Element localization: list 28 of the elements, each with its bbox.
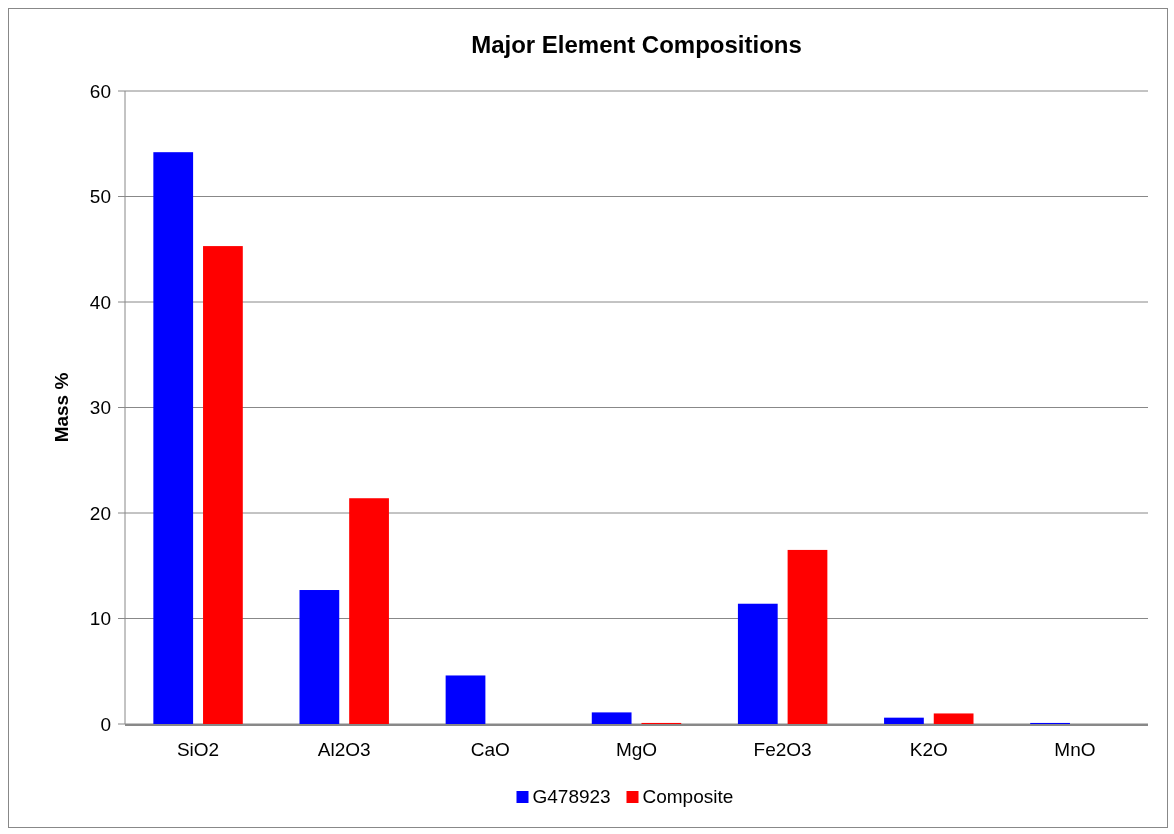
x-tick-label: CaO [470, 739, 510, 760]
bar [203, 246, 243, 724]
bar [349, 498, 389, 724]
y-axis-title: Mass % [51, 372, 72, 443]
x-tick-label: Fe2O3 [753, 739, 812, 760]
bar [787, 549, 828, 724]
y-tick-label: 40 [89, 291, 111, 313]
bar [884, 717, 924, 724]
x-tick-label: SiO2 [176, 739, 220, 760]
bar [153, 152, 194, 724]
x-tick-label: MgO [615, 739, 658, 760]
bar [737, 603, 778, 724]
bar [591, 712, 632, 724]
x-tick-label: Al2O3 [317, 739, 371, 760]
legend-label: Composite [642, 786, 734, 807]
bar [445, 675, 486, 724]
y-tick-label: 30 [89, 397, 111, 419]
bar [299, 590, 340, 724]
y-tick-label: 60 [89, 80, 111, 102]
chart-title: Major Element Compositions [471, 31, 802, 58]
y-tick-label: 20 [89, 502, 111, 524]
y-tick-label: 10 [89, 608, 111, 630]
legend-label: G478923 [532, 786, 611, 807]
bar [933, 713, 974, 724]
x-tick-label: MnO [1054, 739, 1096, 760]
y-tick-label: 50 [89, 186, 111, 208]
x-tick-label: K2O [909, 739, 948, 760]
y-tick-label: 0 [100, 713, 111, 735]
